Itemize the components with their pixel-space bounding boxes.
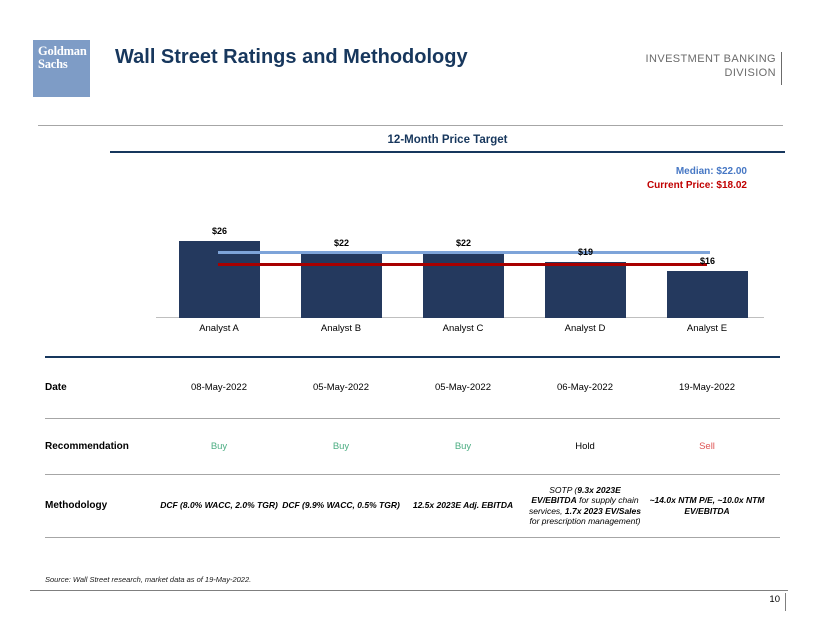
table-row-recommendation: Recommendation Buy Buy Buy Hold Sell	[45, 418, 768, 474]
row-label-recommendation: Recommendation	[45, 440, 129, 452]
recommendation-cell: Buy	[454, 440, 472, 452]
bar-analyst-e	[667, 271, 748, 318]
bar-value-label: $16	[699, 256, 716, 266]
current-price-annotation: Current Price: $18.02	[646, 180, 747, 191]
median-annotation: Median: $22.00	[675, 166, 747, 177]
table-row-separator	[45, 418, 780, 419]
recommendation-cell: Hold	[575, 440, 595, 452]
goldman-sachs-logo-text: Goldman Sachs	[33, 40, 90, 71]
median-line	[218, 251, 710, 254]
x-axis-label: Analyst D	[564, 323, 606, 334]
bar-value-label: $22	[333, 238, 350, 248]
methodology-text-segment: for prescription management)	[529, 516, 641, 526]
methodology-text-segment: for supply chain services,	[529, 495, 639, 516]
division-label: INVESTMENT BANKING DIVISION	[646, 52, 782, 85]
x-axis-label: Analyst B	[320, 323, 362, 334]
footer-divider-line	[30, 590, 788, 591]
recommendation-cell: Buy	[332, 440, 350, 452]
methodology-text-segment: DCF (9.9% WACC, 0.5% TGR)	[282, 500, 400, 511]
methodology-text-segment: 12.5x 2023E Adj. EBITDA	[412, 500, 514, 511]
table-row-separator	[45, 474, 780, 475]
table-top-border	[45, 356, 780, 358]
page-number: 10	[769, 594, 780, 605]
logo-line2: Sachs	[38, 57, 68, 71]
methodology-cell: 12.5x 2023E Adj. EBITDA	[402, 500, 524, 511]
row-label-date: Date	[45, 382, 67, 393]
x-axis-label: Analyst E	[686, 323, 728, 334]
table-row-methodology: Methodology DCF (8.0% WACC, 2.0% TGR) DCF…	[45, 474, 768, 537]
date-cell: 05-May-2022	[313, 382, 369, 393]
methodology-text-segment: DCF (8.0% WACC, 2.0% TGR)	[160, 500, 278, 511]
table-row-date: Date 08-May-2022 05-May-2022 05-May-2022 06…	[45, 357, 768, 418]
methodology-cell: SOTP (9.3x 2023E EV/EBITDA for supply ch…	[524, 485, 646, 527]
date-cell: 08-May-2022	[191, 382, 247, 393]
row-label-methodology: Methodology	[45, 500, 108, 511]
methodology-text-segment: 9.3x 2023E EV/EBITDA	[531, 484, 621, 506]
division-line2: DIVISION	[724, 67, 776, 79]
x-axis-label: Analyst A	[199, 323, 239, 334]
bar-value-label: $22	[455, 238, 472, 248]
methodology-text-segment: SOTP (	[549, 484, 578, 495]
logo-line1: Goldman	[38, 44, 87, 58]
table-bottom-border	[45, 537, 780, 538]
current-price-line	[218, 263, 707, 266]
bar-value-label: $26	[211, 226, 228, 236]
x-axis-label: Analyst C	[442, 323, 484, 334]
methodology-text-segment: 1.7x 2023 EV/Sales	[564, 505, 641, 516]
source-note: Source: Wall Street research, market dat…	[45, 575, 252, 584]
date-cell: 05-May-2022	[435, 382, 491, 393]
bar-value-label: $19	[577, 247, 594, 257]
chart-title: 12-Month Price Target	[387, 134, 508, 146]
section-divider-line	[38, 125, 783, 126]
goldman-sachs-logo: Goldman Sachs	[33, 40, 90, 97]
bar-analyst-d	[545, 262, 626, 318]
chart-title-underline	[110, 151, 785, 153]
recommendation-cell: Buy	[210, 440, 228, 452]
division-line1: INVESTMENT BANKING	[645, 53, 776, 65]
date-cell: 19-May-2022	[679, 382, 735, 393]
page-title: Wall Street Ratings and Methodology	[115, 46, 468, 68]
recommendation-cell: Sell	[699, 440, 715, 452]
page-number-bar	[785, 593, 786, 611]
methodology-text-segment: ~14.0x NTM P/E, ~10.0x NTM EV/EBITDA	[649, 495, 765, 516]
methodology-cell: DCF (8.0% WACC, 2.0% TGR)	[158, 500, 280, 511]
methodology-cell: DCF (9.9% WACC, 0.5% TGR)	[280, 500, 402, 511]
methodology-cell: ~14.0x NTM P/E, ~10.0x NTM EV/EBITDA	[646, 495, 768, 516]
date-cell: 06-May-2022	[557, 382, 613, 393]
